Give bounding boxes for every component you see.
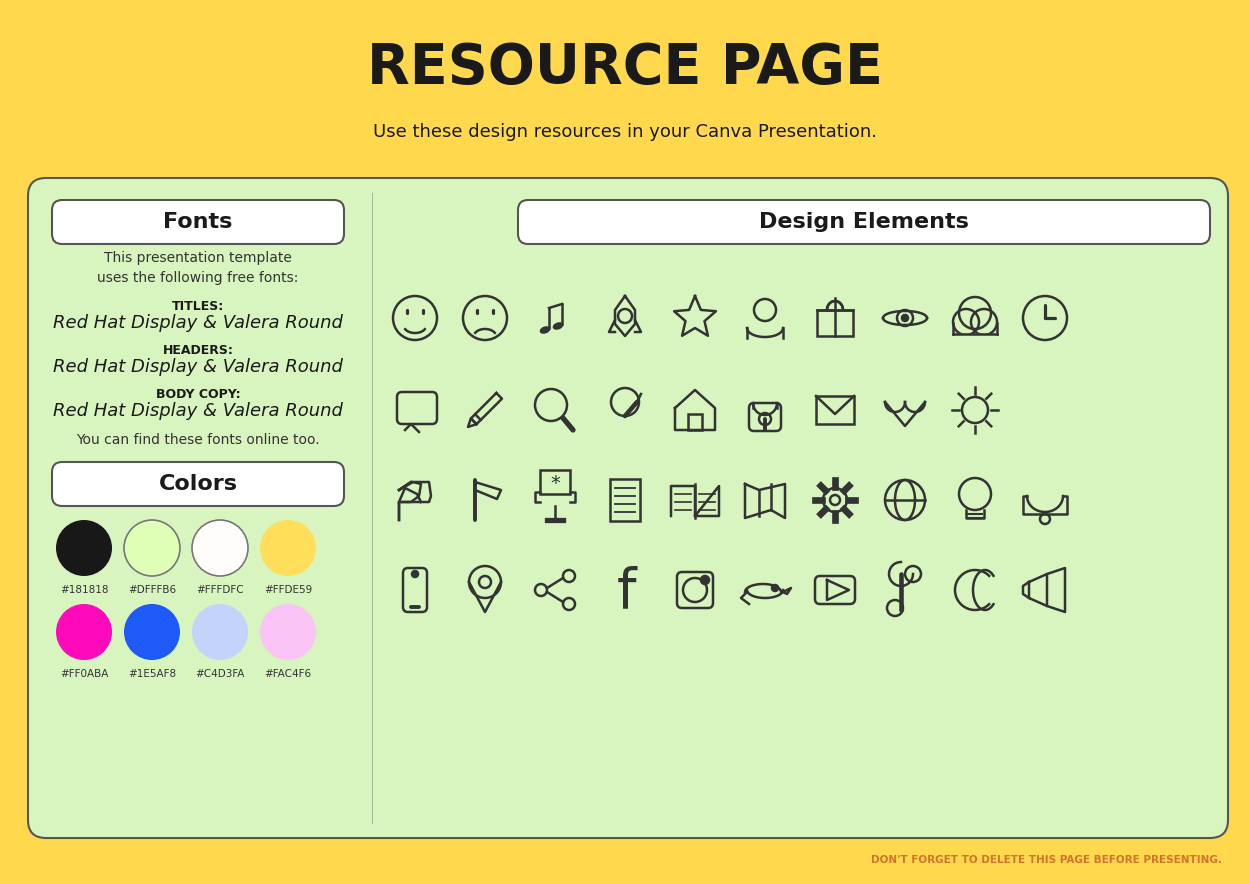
Circle shape <box>902 315 908 321</box>
Bar <box>688 414 702 430</box>
Ellipse shape <box>540 326 550 334</box>
Text: #181818: #181818 <box>60 585 109 595</box>
Text: RESOURCE PAGE: RESOURCE PAGE <box>368 41 882 95</box>
Bar <box>540 470 570 494</box>
Text: BODY COPY:: BODY COPY: <box>156 387 240 400</box>
Text: HEADERS:: HEADERS: <box>162 344 234 356</box>
Bar <box>816 396 854 424</box>
Text: #DFFFB6: #DFFFB6 <box>127 585 176 595</box>
Text: #FF0ABA: #FF0ABA <box>60 669 109 679</box>
Text: *: * <box>550 475 560 493</box>
Text: You can find these fonts online too.: You can find these fonts online too. <box>76 433 320 447</box>
Text: Use these design resources in your Canva Presentation.: Use these design resources in your Canva… <box>372 123 878 141</box>
Text: f: f <box>618 565 636 619</box>
Text: Red Hat Display & Valera Round: Red Hat Display & Valera Round <box>52 358 342 376</box>
Bar <box>610 479 640 521</box>
Text: DON'T FORGET TO DELETE THIS PAGE BEFORE PRESENTING.: DON'T FORGET TO DELETE THIS PAGE BEFORE … <box>871 855 1222 865</box>
FancyBboxPatch shape <box>52 462 344 506</box>
Circle shape <box>56 520 112 576</box>
Circle shape <box>192 520 248 576</box>
Text: #FAC4F6: #FAC4F6 <box>265 669 311 679</box>
Ellipse shape <box>552 322 564 330</box>
FancyBboxPatch shape <box>518 200 1210 244</box>
Circle shape <box>56 604 112 660</box>
Text: Red Hat Display & Valera Round: Red Hat Display & Valera Round <box>52 314 342 332</box>
Text: Colors: Colors <box>159 474 238 494</box>
Circle shape <box>260 604 316 660</box>
Bar <box>818 310 852 336</box>
Text: #C4D3FA: #C4D3FA <box>195 669 245 679</box>
Text: #1E5AF8: #1E5AF8 <box>127 669 176 679</box>
Text: #FFFDFC: #FFFDFC <box>196 585 244 595</box>
Circle shape <box>124 520 180 576</box>
FancyBboxPatch shape <box>52 200 344 244</box>
Circle shape <box>701 576 709 584</box>
Text: TITLES:: TITLES: <box>173 300 224 313</box>
Text: #FFDE59: #FFDE59 <box>264 585 312 595</box>
Circle shape <box>192 604 248 660</box>
Circle shape <box>124 604 180 660</box>
Text: This presentation template
uses the following free fonts:: This presentation template uses the foll… <box>98 251 299 286</box>
Text: Red Hat Display & Valera Round: Red Hat Display & Valera Round <box>52 402 342 420</box>
Circle shape <box>260 520 316 576</box>
Text: Fonts: Fonts <box>164 212 232 232</box>
Circle shape <box>772 585 778 591</box>
Text: Design Elements: Design Elements <box>759 212 969 232</box>
Circle shape <box>412 571 418 577</box>
FancyBboxPatch shape <box>28 178 1228 838</box>
